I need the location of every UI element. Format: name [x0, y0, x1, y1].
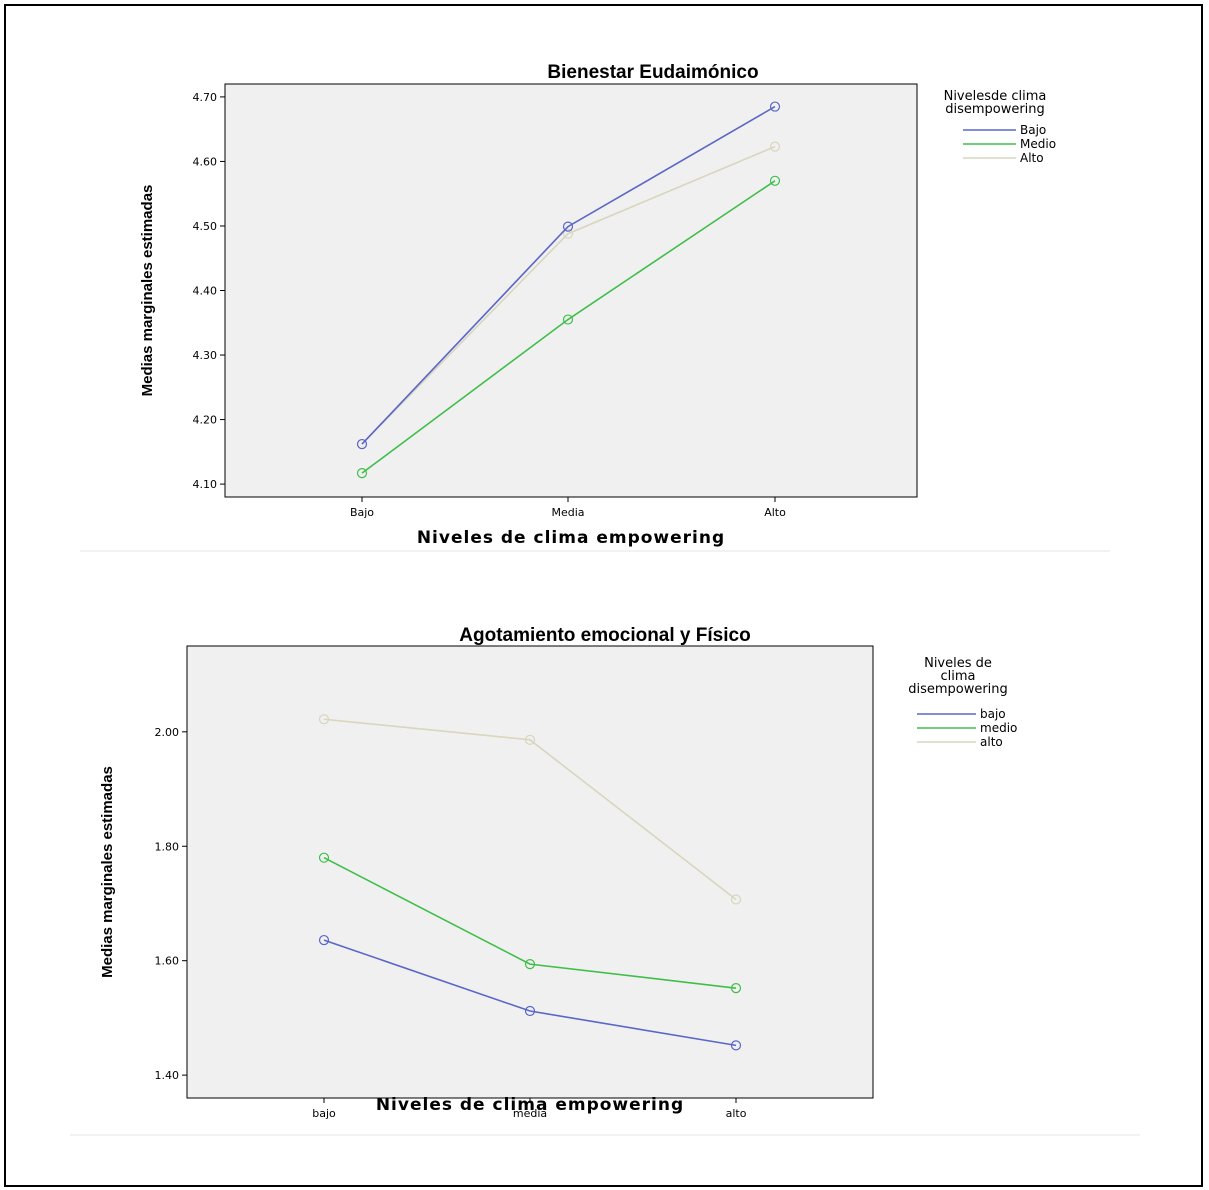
legend-title-line: Nivelesde clima	[944, 89, 1047, 104]
y-tick-label: 4.70	[193, 91, 218, 104]
y-tick-label: 4.10	[193, 478, 218, 491]
series-line-medio	[323, 856, 737, 989]
data-point-medio	[730, 983, 742, 994]
y-tick-label: 4.20	[193, 414, 218, 427]
series-line-bajo	[361, 105, 776, 445]
x-tick-label: bajo	[312, 1107, 336, 1120]
data-point-bajo	[318, 934, 330, 946]
legend-title-line: clima	[940, 669, 975, 684]
y-tick-label: 1.60	[155, 955, 180, 968]
data-point-bajo	[356, 438, 368, 450]
data-point-medio	[562, 314, 574, 325]
series-line-bajo	[323, 939, 737, 1047]
legend-label-alto: alto	[980, 735, 1003, 749]
y-tick-label: 4.30	[193, 349, 218, 362]
legend-label-medio: medio	[980, 721, 1017, 735]
data-point-medio	[318, 852, 330, 863]
y-tick-label: 1.80	[155, 840, 180, 853]
series-line-alto	[323, 718, 737, 901]
data-point-medio	[524, 959, 536, 970]
plot-area	[224, 83, 918, 498]
legend-label-alto: Alto	[1020, 151, 1044, 165]
y-axis-label: Medias marginales estimadas	[139, 185, 156, 397]
x-tick-label: alto	[726, 1107, 747, 1120]
data-point-alto	[769, 141, 781, 152]
chart-bienestar-eudaimonico: Bienestar Eudaimónico 4.10 4.20 4.30 4.40 4.5…	[139, 62, 1056, 548]
data-point-alto	[524, 734, 536, 745]
x-tick-label: Alto	[764, 506, 786, 519]
y-tick-label: 4.40	[193, 285, 218, 298]
x-axis-label: Niveles de clima empowering	[376, 1095, 684, 1115]
y-tick-label: 1.40	[155, 1069, 180, 1082]
data-point-bajo	[562, 221, 574, 232]
x-tick-label: Media	[551, 506, 584, 519]
chart-agotamiento-emocional: Agotamiento emocional y Físico 1.40 1.60 1.…	[99, 625, 1017, 1120]
x-axis-label: Niveles de clima empowering	[417, 528, 725, 548]
data-point-medio	[769, 175, 781, 186]
data-point-medio	[356, 468, 368, 479]
y-tick-label: 4.60	[193, 155, 218, 168]
data-point-alto	[562, 228, 574, 239]
series-line-alto	[361, 145, 776, 445]
x-tick-label: Bajo	[350, 506, 374, 519]
y-tick-label: 4.50	[193, 220, 218, 233]
legend-label-medio: Medio	[1020, 137, 1056, 151]
legend-title-line: disempowering	[908, 682, 1008, 697]
data-point-alto	[730, 894, 742, 905]
legend-label-bajo: bajo	[980, 707, 1006, 721]
data-point-bajo	[524, 1005, 536, 1017]
data-point-alto	[318, 714, 330, 725]
legend-label-bajo: Bajo	[1020, 123, 1046, 137]
series-line-medio	[361, 180, 776, 474]
chart-title: Bienestar Eudaimónico	[547, 62, 758, 83]
y-axis-label: Medias marginales estimadas	[99, 766, 116, 978]
data-point-bajo	[730, 1040, 742, 1051]
legend-title-line: disempowering	[945, 102, 1045, 117]
legend-title-line: Niveles de	[924, 656, 992, 671]
chart-title: Agotamiento emocional y Físico	[459, 625, 750, 646]
y-tick-label: 2.00	[155, 726, 180, 739]
plot-area	[186, 645, 874, 1099]
data-point-bajo	[769, 101, 781, 112]
x-tick-label: media	[513, 1107, 547, 1120]
